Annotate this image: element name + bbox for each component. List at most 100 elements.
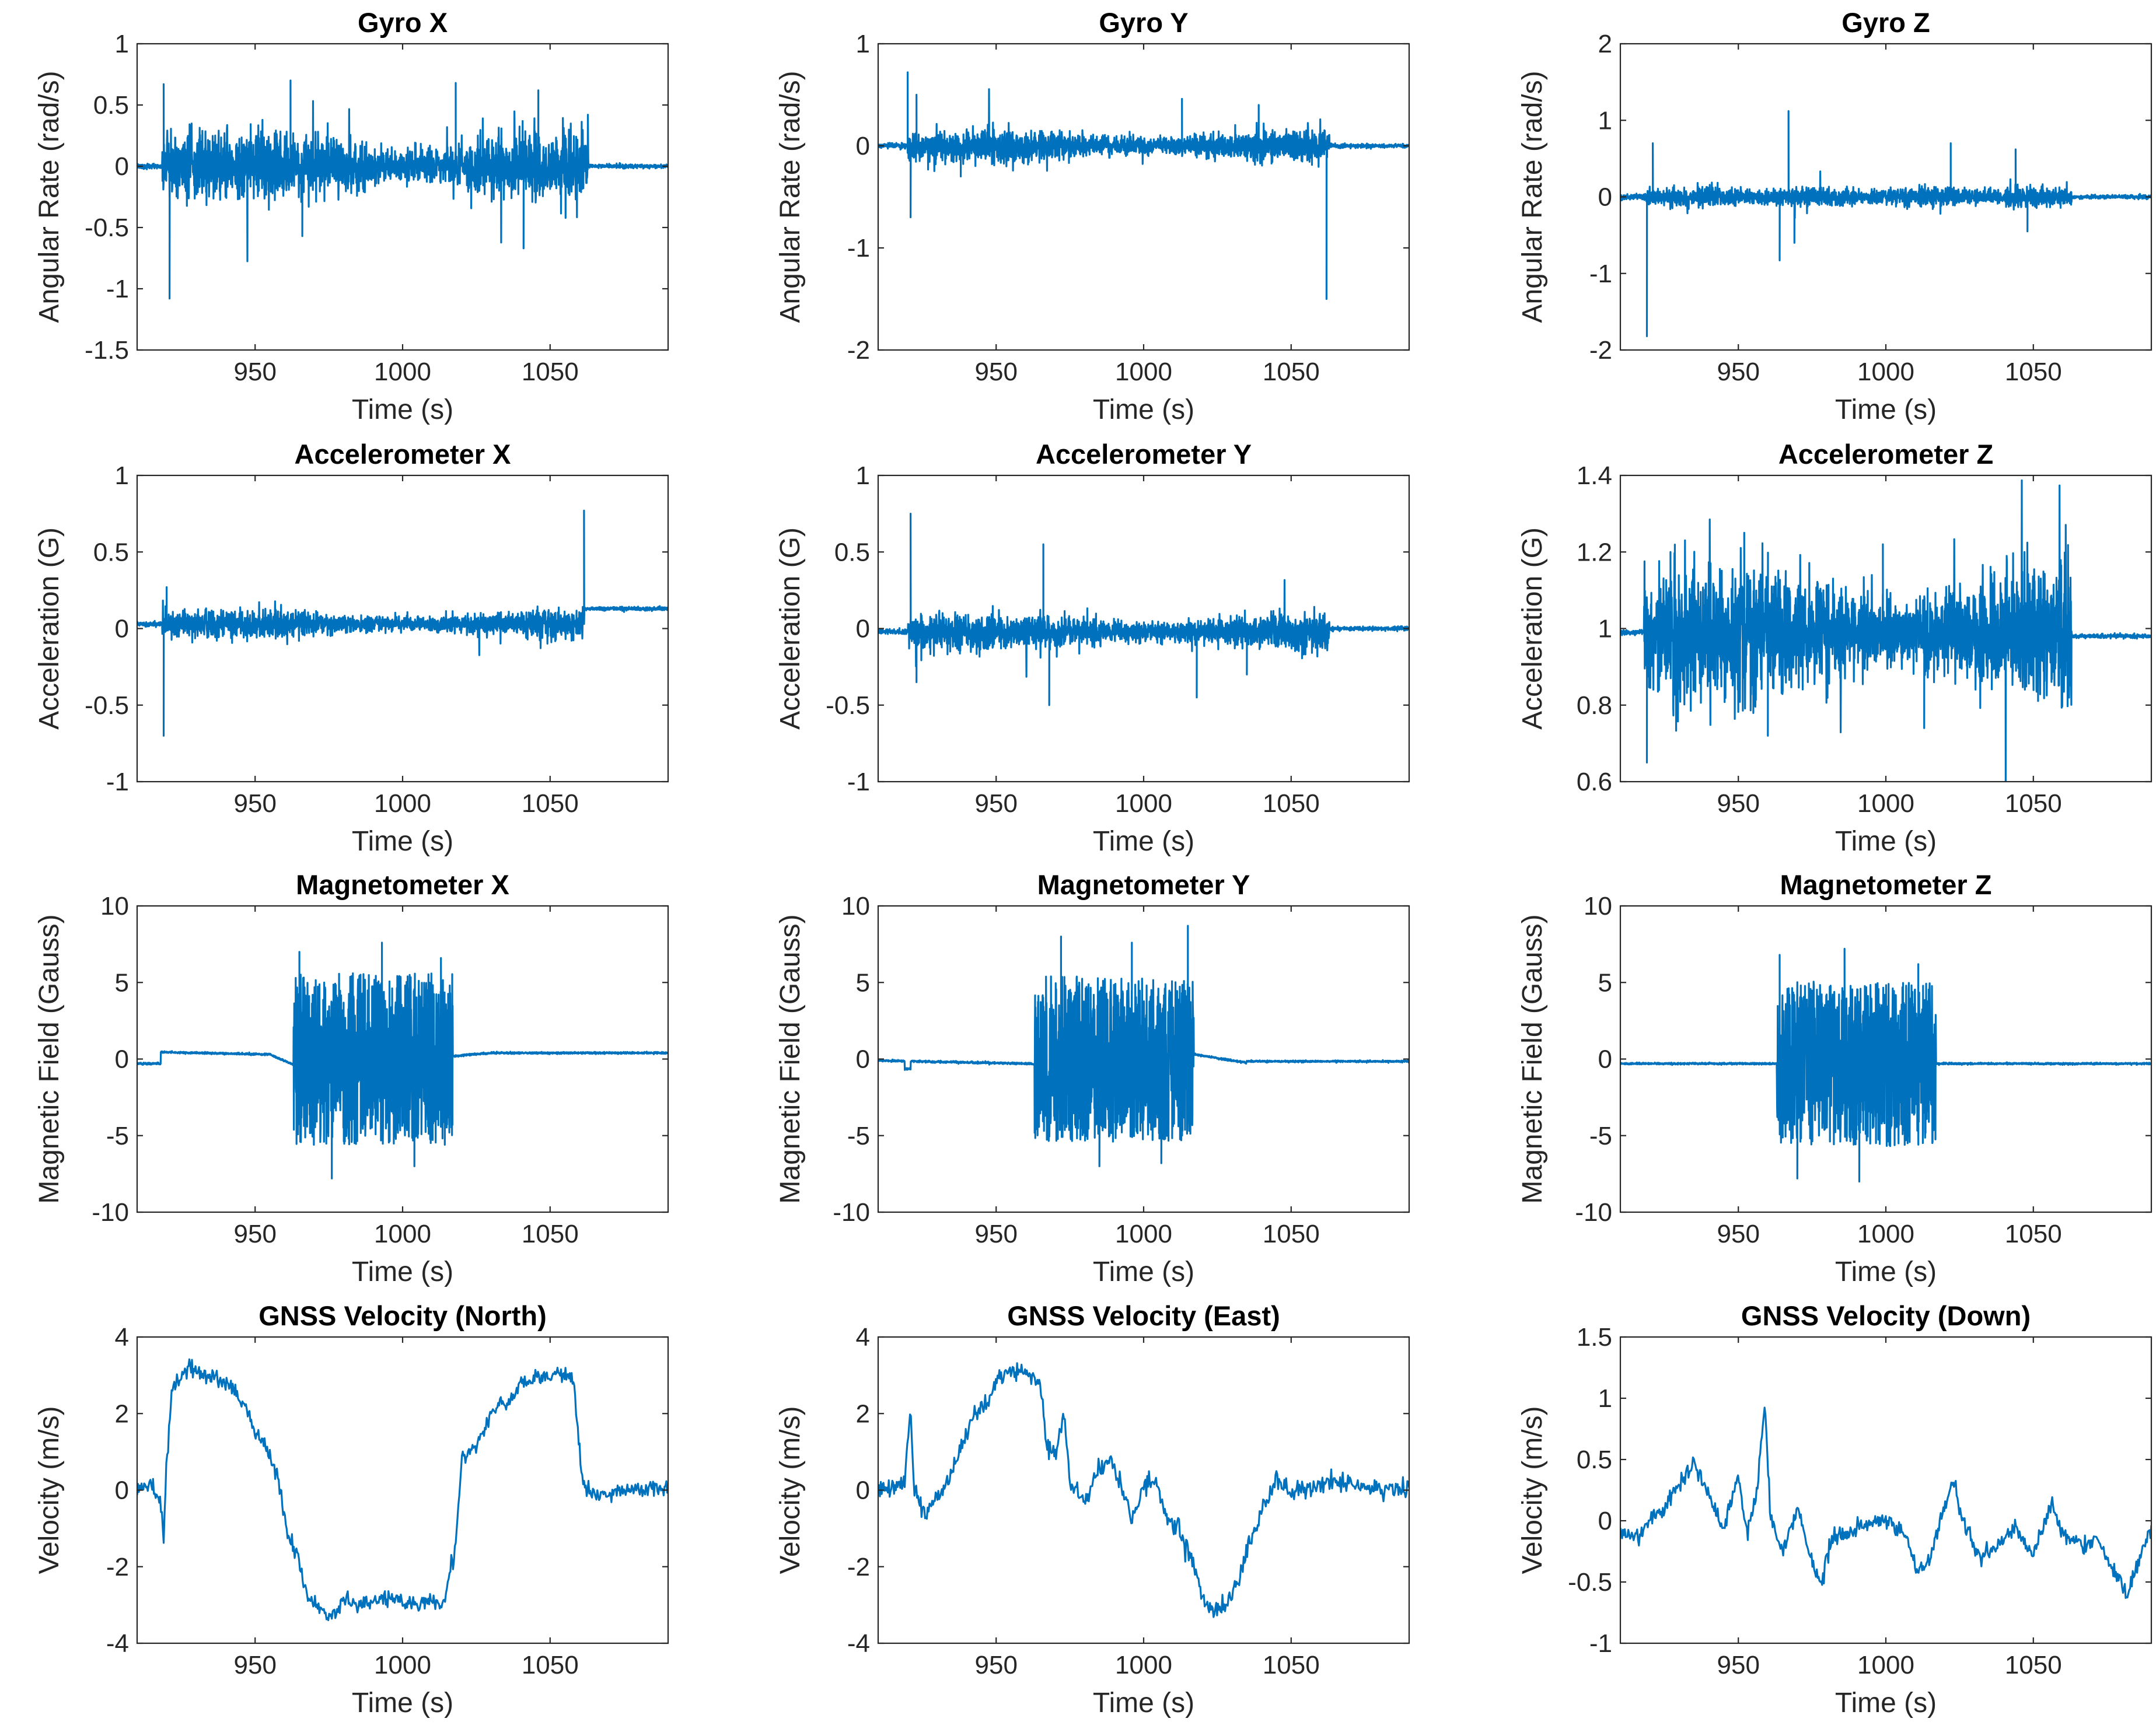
x-tick-label: 1050 bbox=[522, 358, 579, 386]
y-axis-label: Acceleration (G) bbox=[34, 527, 65, 730]
y-tick-label: 5 bbox=[856, 968, 870, 997]
series-line-accelerometer-y bbox=[878, 513, 1409, 706]
y-axis-label: Magnetic Field (Gauss) bbox=[775, 914, 806, 1203]
y-tick-label: 10 bbox=[841, 892, 870, 921]
y-tick-label: -1.5 bbox=[85, 336, 129, 365]
subplot-gnss-velocity-north: 950 1000 1050 -4 -2 0 2 4 GNSS Velocity (North) T… bbox=[34, 1300, 669, 1718]
x-tick-label: 950 bbox=[975, 789, 1018, 818]
y-tick-label: -10 bbox=[92, 1198, 129, 1227]
y-tick-label: -1 bbox=[847, 768, 870, 796]
y-tick-label: 1 bbox=[856, 30, 870, 58]
y-tick-label: -5 bbox=[106, 1122, 129, 1150]
y-tick-label: 0 bbox=[1598, 1507, 1612, 1535]
x-tick-label: 1000 bbox=[374, 358, 431, 386]
x-tick-label: 1050 bbox=[2005, 358, 2062, 386]
y-tick-label: 0 bbox=[1598, 1045, 1612, 1074]
y-tick-label: 0 bbox=[856, 1476, 870, 1505]
y-tick-label: 0 bbox=[856, 615, 870, 643]
x-tick-label: 1050 bbox=[1263, 1220, 1320, 1248]
chart-title: Accelerometer Y bbox=[1036, 439, 1252, 470]
y-tick-label: -5 bbox=[847, 1122, 870, 1150]
subplot-magnetometer-x: 950 1000 1050 -10 -5 0 5 10 Magnetometer X Time (… bbox=[34, 869, 669, 1287]
y-tick-label: 1.5 bbox=[1577, 1323, 1612, 1352]
x-axis-label: Time (s) bbox=[1093, 826, 1194, 857]
y-tick-label: 4 bbox=[115, 1323, 129, 1352]
x-tick-label: 1050 bbox=[522, 1220, 579, 1248]
y-axis-label: Velocity (m/s) bbox=[775, 1406, 806, 1574]
y-tick-label: 10 bbox=[100, 892, 129, 921]
x-tick-label: 1000 bbox=[1115, 789, 1172, 818]
series-line-accelerometer-z bbox=[1620, 479, 2151, 782]
y-tick-label: -1 bbox=[1589, 260, 1612, 288]
y-axis-label: Velocity (m/s) bbox=[34, 1406, 65, 1574]
series-line-gyro-x bbox=[137, 79, 668, 300]
y-tick-label: 5 bbox=[115, 968, 129, 997]
series-line-gyro-z bbox=[1620, 110, 2151, 337]
y-tick-label: -1 bbox=[1589, 1629, 1612, 1658]
x-axis-label: Time (s) bbox=[352, 826, 453, 857]
y-tick-label: 1 bbox=[115, 30, 129, 58]
y-axis-label: Acceleration (G) bbox=[775, 527, 806, 730]
x-tick-label: 1050 bbox=[2005, 789, 2062, 818]
y-tick-label: 1 bbox=[115, 461, 129, 490]
y-tick-label: -0.5 bbox=[1568, 1568, 1612, 1597]
x-axis-label: Time (s) bbox=[1093, 394, 1194, 425]
series-line-gnss-velocity-down bbox=[1620, 1406, 2151, 1599]
y-tick-label: 1 bbox=[1598, 106, 1612, 135]
chart-title: GNSS Velocity (North) bbox=[258, 1300, 547, 1331]
subplot-accelerometer-y: 950 1000 1050 -1 -0.5 0 0.5 1 Accelerometer Y Tim… bbox=[775, 439, 1410, 857]
series-line-magnetometer-z bbox=[1620, 947, 2151, 1183]
y-tick-label: 0 bbox=[115, 152, 129, 181]
x-tick-label: 1050 bbox=[522, 789, 579, 818]
y-tick-label: -4 bbox=[847, 1629, 870, 1658]
x-axis-label: Time (s) bbox=[1093, 1688, 1194, 1718]
x-tick-label: 1050 bbox=[522, 1651, 579, 1679]
y-axis-label: Angular Rate (rad/s) bbox=[775, 71, 806, 323]
x-tick-label: 950 bbox=[975, 1220, 1018, 1248]
y-tick-label: -1 bbox=[106, 768, 129, 796]
y-tick-label: 4 bbox=[856, 1323, 870, 1352]
x-tick-label: 1000 bbox=[1115, 1220, 1172, 1248]
x-axis-label: Time (s) bbox=[352, 1256, 453, 1287]
x-axis-label: Time (s) bbox=[1835, 1256, 1937, 1287]
y-axis-label: Magnetic Field (Gauss) bbox=[1517, 914, 1548, 1203]
x-tick-label: 1000 bbox=[1857, 1651, 1914, 1679]
chart-title: GNSS Velocity (East) bbox=[1007, 1300, 1280, 1331]
y-tick-label: 0.5 bbox=[93, 538, 129, 566]
y-tick-label: 1 bbox=[1598, 1384, 1612, 1413]
chart-title: Gyro X bbox=[358, 7, 448, 38]
series-line-magnetometer-x bbox=[137, 942, 668, 1180]
y-tick-label: 1.2 bbox=[1577, 538, 1612, 566]
x-tick-label: 1000 bbox=[1115, 1651, 1172, 1679]
y-tick-label: -2 bbox=[847, 1553, 870, 1581]
chart-title: Gyro Z bbox=[1841, 7, 1930, 38]
x-tick-label: 950 bbox=[234, 1220, 277, 1248]
y-tick-label: -0.5 bbox=[85, 214, 129, 242]
x-tick-label: 1050 bbox=[1263, 789, 1320, 818]
x-tick-label: 1000 bbox=[1857, 1220, 1914, 1248]
y-tick-label: 0 bbox=[115, 615, 129, 643]
y-axis-label: Velocity (m/s) bbox=[1517, 1406, 1548, 1574]
x-tick-label: 950 bbox=[234, 789, 277, 818]
x-tick-label: 950 bbox=[975, 1651, 1018, 1679]
subplot-gnss-velocity-down: 950 1000 1050 -1 -0.5 0 0.5 1 1.5 GNSS Velocity (… bbox=[1517, 1300, 2152, 1718]
x-tick-label: 950 bbox=[1717, 789, 1760, 818]
series-line-gnss-velocity-north bbox=[137, 1358, 668, 1622]
y-tick-label: -0.5 bbox=[85, 691, 129, 720]
subplot-magnetometer-z: 950 1000 1050 -10 -5 0 5 10 Magnetometer Z Time (… bbox=[1517, 869, 2152, 1287]
subplot-accelerometer-x: 950 1000 1050 -1 -0.5 0 0.5 1 Accelerometer X Tim… bbox=[34, 439, 669, 857]
x-axis-label: Time (s) bbox=[352, 394, 453, 425]
y-tick-label: 10 bbox=[1584, 892, 1612, 921]
y-tick-label: 0.5 bbox=[93, 91, 129, 120]
y-tick-label: 2 bbox=[1598, 30, 1612, 58]
x-tick-label: 950 bbox=[234, 1651, 277, 1679]
chart-title: Magnetometer Y bbox=[1037, 869, 1250, 900]
subplot-gyro-y: 950 1000 1050 -2 -1 0 1 Gyro Y Time (s) Angular R… bbox=[775, 7, 1410, 425]
y-axis-label: Acceleration (G) bbox=[1517, 527, 1548, 730]
y-tick-label: 0 bbox=[115, 1476, 129, 1505]
x-tick-label: 950 bbox=[1717, 1651, 1760, 1679]
x-tick-label: 950 bbox=[1717, 1220, 1760, 1248]
